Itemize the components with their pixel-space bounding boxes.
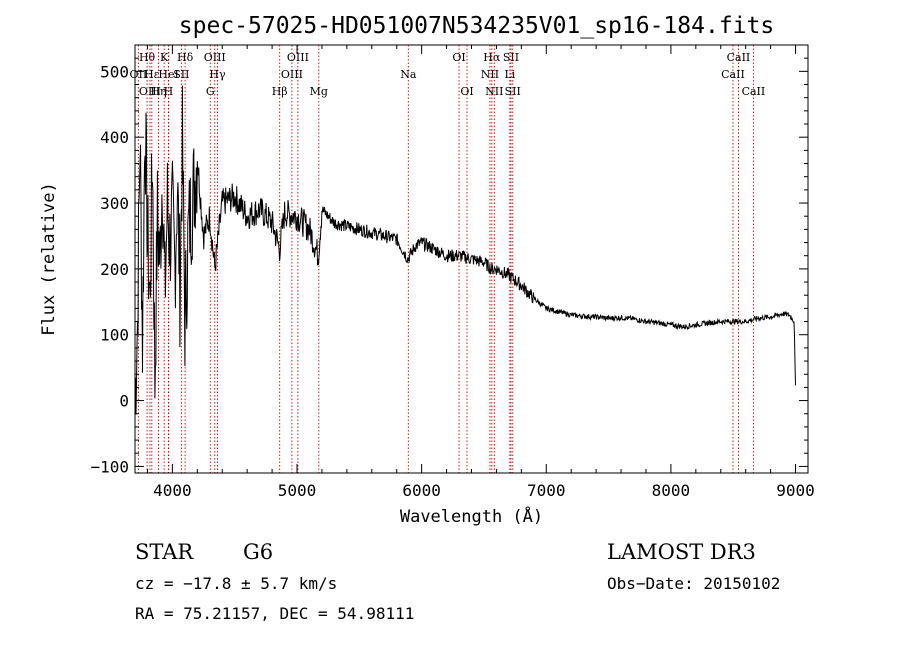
marker-label: Na [400,68,417,81]
x-tick-label: 5000 [278,481,317,500]
chart-title: spec-57025-HD051007N534235V01_sp16-184.f… [179,13,774,39]
marker-label: H [164,85,174,98]
marker-label: SII [503,51,519,64]
marker-label: K [160,51,169,64]
y-tick-label: 300 [100,194,129,213]
survey-name: LAMOST DR3 [607,540,756,564]
marker-label: NII [481,68,499,81]
y-tick-label: 100 [100,326,129,345]
marker-label: Hδ [177,51,194,64]
marker-label: SII [505,85,521,98]
ra-dec-coordinates: RA = 75.21157, DEC = 54.98111 [135,604,415,623]
x-tick-label: 8000 [652,481,691,500]
marker-label: NII [485,85,503,98]
observation-date: Obs−Date: 20150102 [607,574,781,593]
marker-label: CaII [742,85,766,98]
marker-label: OIII [287,51,309,64]
x-tick-label: 4000 [153,481,192,500]
marker-label: Hη [150,85,166,98]
y-tick-label: 200 [100,260,129,279]
marker-label: CaII [721,68,745,81]
marker-label: Hθ [139,51,156,64]
x-tick-label: 7000 [527,481,566,500]
y-tick-label: −100 [90,457,129,476]
marker-label: Hβ [272,85,288,98]
x-tick-label: 6000 [402,481,441,500]
marker-label: Hα [483,51,501,64]
marker-label: Hε [144,68,160,81]
x-axis-label: Wavelength (Å) [400,505,543,527]
y-tick-label: 0 [119,392,129,411]
marker-label: OI [460,85,473,98]
marker-label: OIII [204,51,226,64]
plot-frame [134,44,809,474]
spectrum-line [134,85,796,415]
marker-label: OIII [139,85,161,98]
marker-label: Mg [310,85,328,98]
marker-label: OIII [281,68,303,81]
object-class: STAR [135,540,194,564]
marker-label: SII [173,68,189,81]
marker-label: Hγ [209,68,226,81]
marker-label: CaII [727,51,751,64]
x-tick-label: 9000 [776,481,815,500]
marker-label: Li [504,68,515,81]
y-axis-label: Flux (relative) [39,182,59,336]
y-tick-label: 400 [100,128,129,147]
subclass: G6 [243,540,274,564]
redshift-cz: cz = −17.8 ± 5.7 km/s [135,574,338,593]
marker-label: OI [452,51,465,64]
marker-label: G [206,85,215,98]
y-tick-label: 500 [100,62,129,81]
